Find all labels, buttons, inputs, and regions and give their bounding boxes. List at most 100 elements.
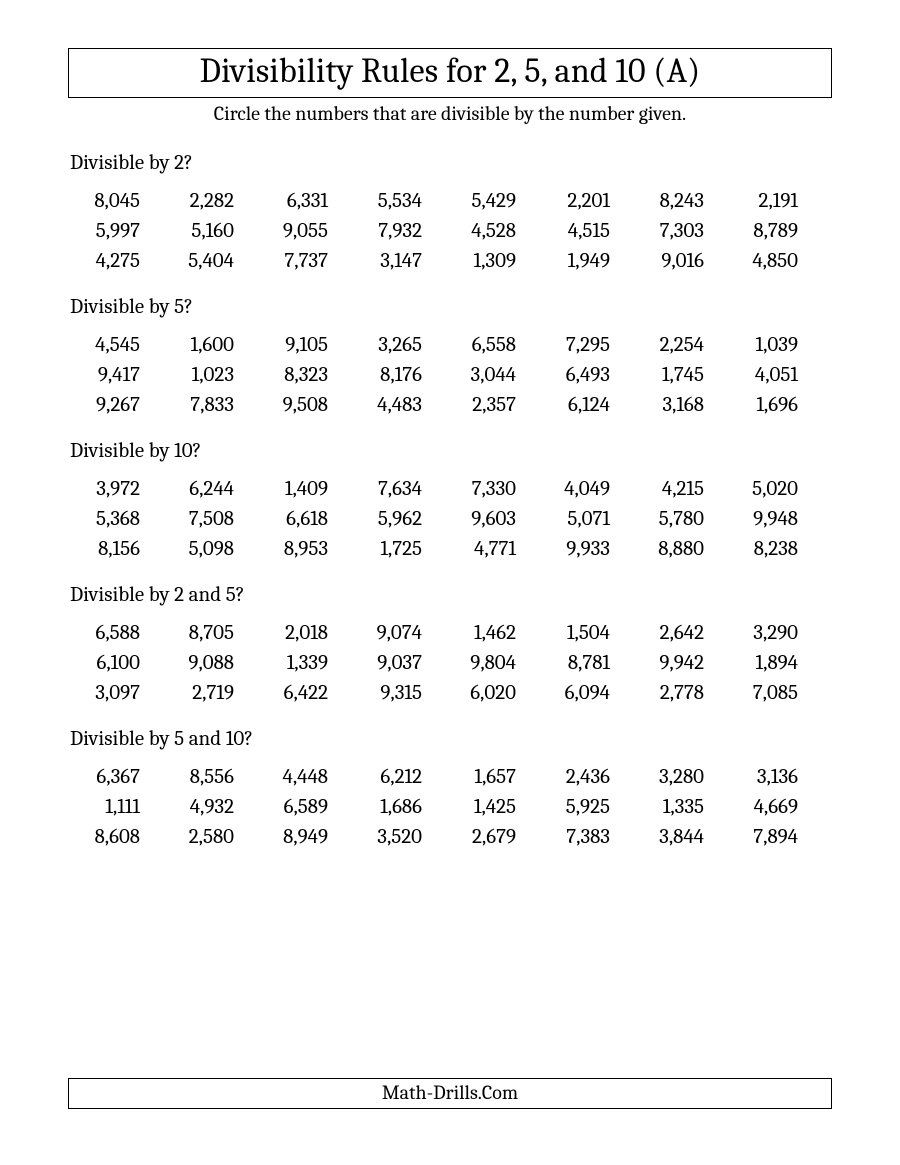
number-cell: 5,534 — [356, 189, 450, 213]
number-cell: 3,147 — [356, 249, 450, 273]
number-grid: 3,9726,2441,4097,6347,3304,0494,2155,020… — [68, 477, 832, 561]
number-cell: 5,997 — [74, 219, 168, 243]
number-cell: 1,745 — [638, 363, 732, 387]
number-cell: 9,088 — [168, 651, 262, 675]
number-cell: 7,833 — [168, 393, 262, 417]
number-cell: 1,039 — [732, 333, 826, 357]
number-cell: 1,339 — [262, 651, 356, 675]
number-cell: 7,508 — [168, 507, 262, 531]
number-cell: 7,634 — [356, 477, 450, 501]
number-grid: 6,5888,7052,0189,0741,4621,5042,6423,290… — [68, 621, 832, 705]
number-cell: 4,669 — [732, 795, 826, 819]
number-cell: 8,045 — [74, 189, 168, 213]
number-cell: 7,383 — [544, 825, 638, 849]
number-cell: 2,580 — [168, 825, 262, 849]
section: Divisible by 2?8,0452,2826,3315,5345,429… — [68, 151, 832, 273]
number-cell: 3,265 — [356, 333, 450, 357]
number-cell: 4,932 — [168, 795, 262, 819]
number-cell: 6,558 — [450, 333, 544, 357]
number-cell: 8,781 — [544, 651, 638, 675]
number-cell: 4,215 — [638, 477, 732, 501]
number-cell: 9,016 — [638, 249, 732, 273]
number-cell: 9,933 — [544, 537, 638, 561]
number-grid: 8,0452,2826,3315,5345,4292,2018,2432,191… — [68, 189, 832, 273]
number-cell: 8,156 — [74, 537, 168, 561]
number-cell: 1,600 — [168, 333, 262, 357]
number-cell: 1,023 — [168, 363, 262, 387]
worksheet-page: Divisibility Rules for 2, 5, and 10 (A) … — [0, 0, 900, 1165]
number-cell: 6,100 — [74, 651, 168, 675]
footer-text: Math-Drills.Com — [382, 1081, 518, 1104]
number-grid: 4,5451,6009,1053,2656,5587,2952,2541,039… — [68, 333, 832, 417]
number-cell: 6,422 — [262, 681, 356, 705]
number-cell: 4,515 — [544, 219, 638, 243]
number-cell: 9,603 — [450, 507, 544, 531]
number-cell: 8,705 — [168, 621, 262, 645]
title-container: Divisibility Rules for 2, 5, and 10 (A) — [68, 48, 832, 98]
number-cell: 2,778 — [638, 681, 732, 705]
number-cell: 4,049 — [544, 477, 638, 501]
section-label: Divisible by 10? — [70, 439, 832, 463]
number-cell: 2,642 — [638, 621, 732, 645]
number-cell: 5,925 — [544, 795, 638, 819]
number-cell: 2,254 — [638, 333, 732, 357]
number-cell: 5,071 — [544, 507, 638, 531]
number-cell: 8,556 — [168, 765, 262, 789]
number-cell: 6,588 — [74, 621, 168, 645]
number-cell: 1,696 — [732, 393, 826, 417]
number-cell: 1,686 — [356, 795, 450, 819]
number-cell: 9,037 — [356, 651, 450, 675]
number-cell: 1,725 — [356, 537, 450, 561]
number-cell: 2,191 — [732, 189, 826, 213]
number-cell: 4,528 — [450, 219, 544, 243]
number-cell: 9,267 — [74, 393, 168, 417]
number-cell: 6,589 — [262, 795, 356, 819]
number-cell: 3,097 — [74, 681, 168, 705]
number-cell: 8,238 — [732, 537, 826, 561]
number-cell: 1,949 — [544, 249, 638, 273]
number-cell: 7,303 — [638, 219, 732, 243]
number-cell: 9,055 — [262, 219, 356, 243]
number-cell: 5,429 — [450, 189, 544, 213]
number-cell: 8,323 — [262, 363, 356, 387]
number-cell: 4,051 — [732, 363, 826, 387]
number-cell: 8,243 — [638, 189, 732, 213]
number-cell: 8,789 — [732, 219, 826, 243]
number-cell: 6,244 — [168, 477, 262, 501]
number-cell: 9,942 — [638, 651, 732, 675]
number-cell: 7,894 — [732, 825, 826, 849]
number-cell: 3,290 — [732, 621, 826, 645]
section: Divisible by 10? 3,9726,2441,4097,6347,33… — [68, 439, 832, 561]
number-cell: 5,404 — [168, 249, 262, 273]
number-cell: 3,044 — [450, 363, 544, 387]
number-cell: 7,737 — [262, 249, 356, 273]
number-cell: 9,417 — [74, 363, 168, 387]
number-cell: 2,436 — [544, 765, 638, 789]
number-cell: 3,136 — [732, 765, 826, 789]
number-cell: 6,331 — [262, 189, 356, 213]
number-cell: 6,618 — [262, 507, 356, 531]
number-cell: 1,111 — [74, 795, 168, 819]
number-cell: 5,098 — [168, 537, 262, 561]
number-cell: 3,972 — [74, 477, 168, 501]
number-cell: 3,844 — [638, 825, 732, 849]
number-cell: 2,018 — [262, 621, 356, 645]
page-title: Divisibility Rules for 2, 5, and 10 (A) — [69, 51, 831, 91]
number-cell: 3,280 — [638, 765, 732, 789]
sections-container: Divisible by 2?8,0452,2826,3315,5345,429… — [68, 151, 832, 849]
number-cell: 6,020 — [450, 681, 544, 705]
section-label: Divisible by 2 and 5? — [70, 583, 832, 607]
number-cell: 6,367 — [74, 765, 168, 789]
number-cell: 8,176 — [356, 363, 450, 387]
footer-container: Math-Drills.Com — [68, 1078, 832, 1109]
number-cell: 2,679 — [450, 825, 544, 849]
number-cell: 8,949 — [262, 825, 356, 849]
number-cell: 9,948 — [732, 507, 826, 531]
number-cell: 6,212 — [356, 765, 450, 789]
number-cell: 2,357 — [450, 393, 544, 417]
number-cell: 6,493 — [544, 363, 638, 387]
instructions-text: Circle the numbers that are divisible by… — [68, 102, 832, 125]
section-label: Divisible by 5 and 10? — [70, 727, 832, 751]
number-cell: 2,719 — [168, 681, 262, 705]
number-cell: 1,504 — [544, 621, 638, 645]
